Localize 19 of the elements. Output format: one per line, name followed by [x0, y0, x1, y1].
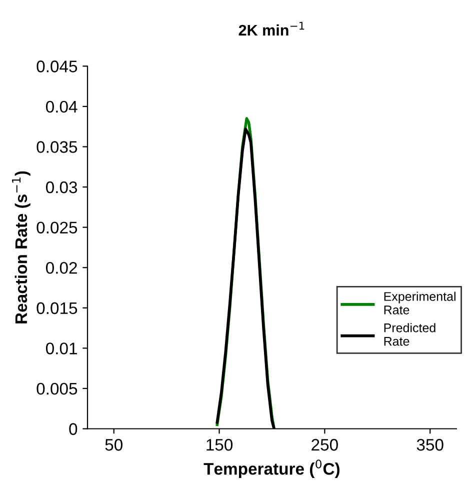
- y-tick-label: 0.02: [46, 262, 77, 274]
- x-tick-label: 150: [206, 438, 233, 451]
- x-tick-label: 250: [312, 438, 338, 451]
- y-tick-label: 0.045: [36, 60, 78, 72]
- x-tick-label: 350: [416, 438, 444, 451]
- legend-label: Predicted Rate: [384, 323, 436, 346]
- y-tick-label: 0.025: [36, 222, 78, 234]
- chart-title: 2K min$^{−1}$: [238, 22, 304, 36]
- y-tick-label: 0.005: [36, 382, 78, 395]
- y-tick-label: 0.01: [46, 342, 77, 354]
- legend-label: Experimental Rate: [384, 292, 456, 314]
- y-tick-label: 0.04: [46, 100, 78, 113]
- x-tick-label: 50: [105, 438, 122, 451]
- x-axis-title: Temperature ($^{0}$C): [204, 460, 340, 478]
- y-tick-label: 0.035: [36, 141, 78, 153]
- y-tick-label: 0.015: [36, 302, 78, 314]
- y-tick-label: 0: [69, 423, 78, 435]
- y-tick-label: 0.03: [46, 181, 78, 194]
- y-axis-title: Reaction Rate (s$^{−1}$): [12, 171, 30, 324]
